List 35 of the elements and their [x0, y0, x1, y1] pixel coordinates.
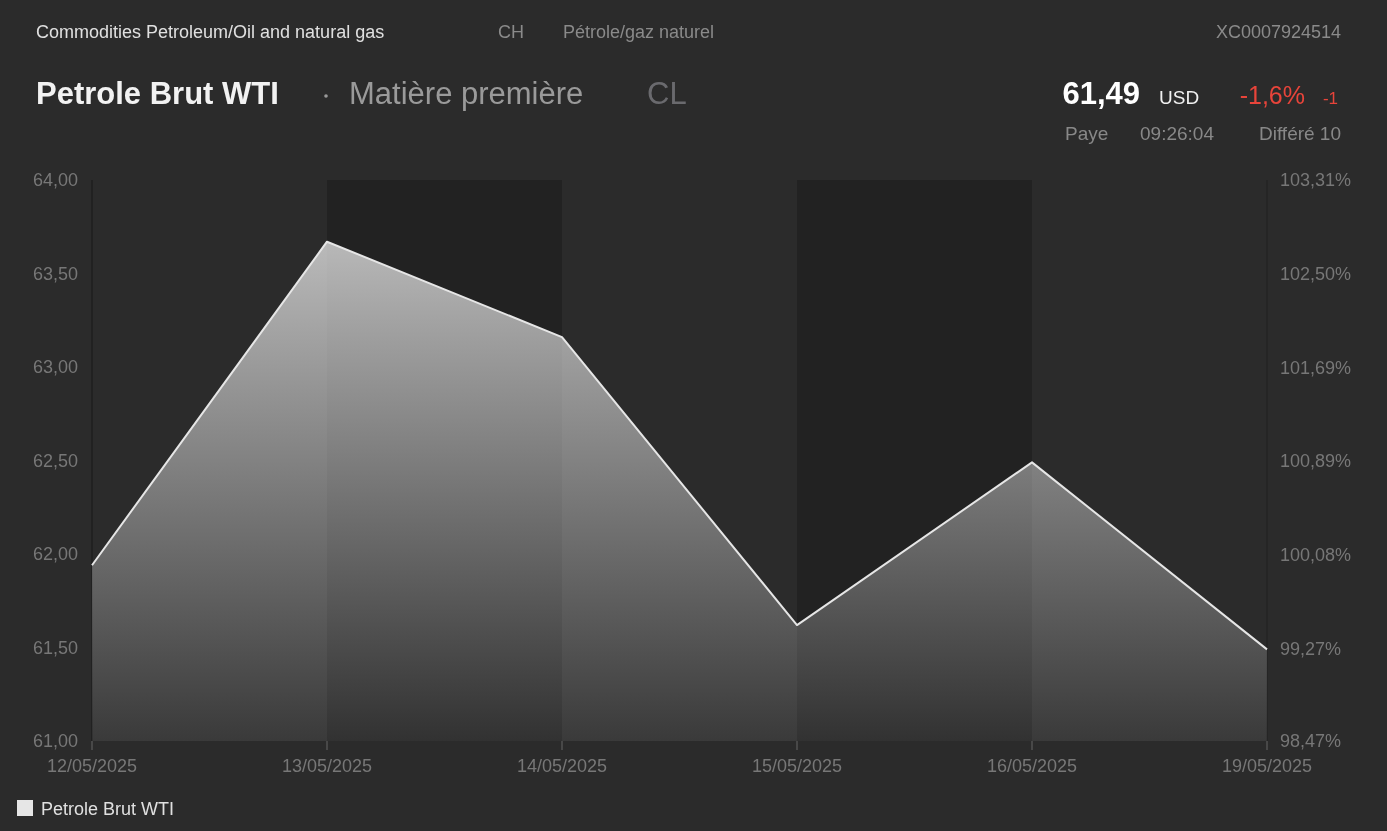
- text: CH: [498, 22, 524, 42]
- text: -1,6%: [1239, 81, 1305, 109]
- text: CL: [647, 76, 687, 111]
- text: 61,49: [1062, 76, 1140, 111]
- text: Pétrole/gaz naturel: [563, 22, 715, 42]
- y-tick-label: 61,00: [32, 731, 78, 752]
- y-tick-label: 62,00: [32, 544, 78, 565]
- y-tick-label: 62,50: [32, 450, 78, 471]
- text: XC0007924514: [1215, 22, 1341, 42]
- text: Paye: [1065, 123, 1109, 144]
- text: Différé 10: [1258, 123, 1341, 144]
- x-tick-label: 12/05/2025: [46, 756, 138, 776]
- x-tick-label: 13/05/2025: [281, 756, 373, 776]
- text: Commodities Petroleum/Oil and natural gas: [36, 22, 385, 42]
- y-tick-label: 63,00: [32, 357, 78, 378]
- text: 09:26:04: [1140, 123, 1215, 144]
- y-tick-label: 64,00: [32, 170, 78, 191]
- chart-title: Petrole Brut WTI: [36, 76, 279, 111]
- y2-tick-label: 100,89%: [1280, 450, 1352, 471]
- y-tick-label: 63,50: [32, 263, 78, 284]
- chart-subtitle: Matière première: [349, 76, 584, 111]
- y2-tick-label: 101,69%: [1280, 358, 1352, 379]
- x-tick-label: 14/05/2025: [516, 756, 608, 776]
- y2-tick-label: 99,27%: [1280, 638, 1342, 659]
- text: -1: [1322, 89, 1338, 108]
- x-tick-label: 15/05/2025: [751, 756, 843, 776]
- x-tick-label: 16/05/2025: [986, 756, 1078, 776]
- y2-tick-label: 102,50%: [1280, 264, 1352, 285]
- y2-tick-label: 103,31%: [1280, 170, 1352, 191]
- x-tick-label: 19/05/2025: [1221, 756, 1313, 776]
- text: USD: [1159, 87, 1200, 108]
- y2-tick-label: 100,08%: [1280, 544, 1352, 565]
- legend-label: Petrole Brut WTI: [41, 799, 175, 819]
- y2-tick-label: 98,47%: [1280, 731, 1342, 752]
- y-tick-label: 61,50: [32, 637, 78, 658]
